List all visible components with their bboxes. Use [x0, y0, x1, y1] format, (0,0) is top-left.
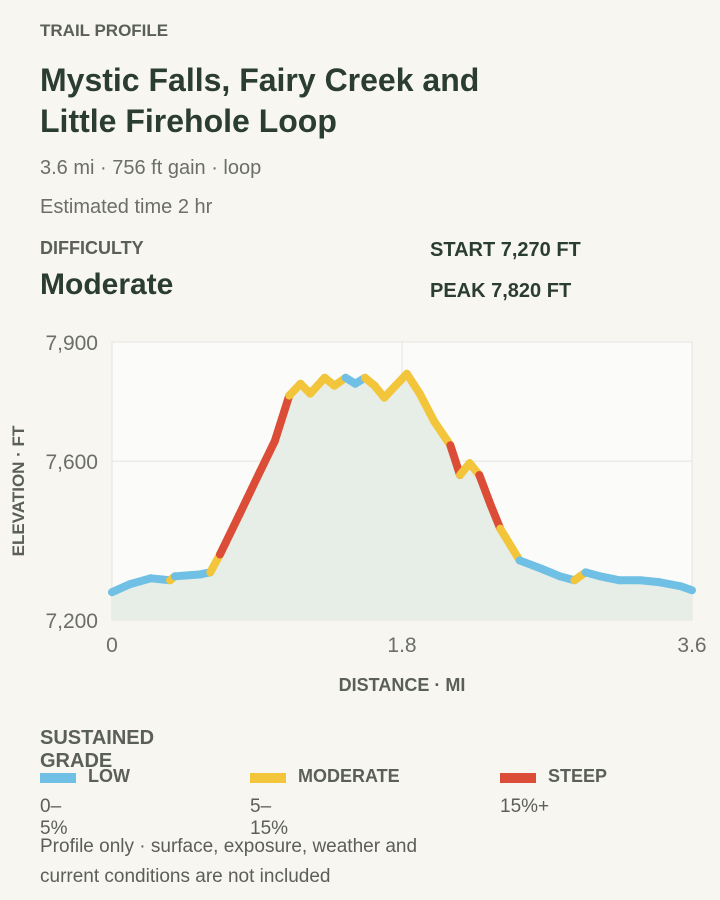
elevation-area [112, 373, 692, 620]
difficulty-label: DIFFICULTY [40, 238, 144, 258]
grade-segment [496, 524, 524, 565]
y-tick-label: 7,900 [45, 332, 98, 355]
legend-range: 5–15% [250, 796, 289, 839]
grade-segment [215, 510, 244, 559]
x-tick-label: 1.8 [387, 634, 416, 657]
legend-name: MODERATE [298, 766, 400, 786]
trail-title: Mystic Falls, Fairy Creek and Little Fir… [40, 62, 480, 139]
legend-swatch [250, 773, 286, 783]
start-stat: START 7,270 FT [430, 239, 581, 261]
legend-title: SUSTAINED GRADE [40, 727, 155, 772]
legend-swatch [500, 773, 536, 783]
footnote: Profile only · surface, exposure, weathe… [40, 836, 418, 887]
grade-segment [446, 441, 464, 480]
x-axis-label: DISTANCE · MI [339, 675, 466, 695]
peak-stat: PEAK 7,820 FT [430, 280, 572, 302]
y-tick-label: 7,600 [45, 451, 98, 474]
legend-name: STEEP [548, 766, 608, 786]
x-tick-label: 0 [106, 634, 118, 657]
elevation-chart: 7,200 7,600 7,900 0 1.8 3.6 DISTANCE · MI ELEVA… [9, 332, 707, 695]
grade-segment [430, 417, 455, 450]
eyebrow: TRAIL PROFILE [40, 21, 169, 40]
grade-segment [415, 389, 439, 426]
grade-segment [676, 582, 696, 595]
legend-range: 15%+ [500, 796, 550, 817]
legend-name: LOW [88, 766, 130, 786]
time: Estimated time 2 hr [40, 196, 213, 218]
grade-segment [270, 391, 294, 446]
y-tick-label: 7,200 [45, 610, 98, 633]
grade-segment [486, 500, 505, 533]
y-axis-label: ELEVATION · FT [9, 425, 28, 556]
difficulty-value: Moderate [40, 268, 174, 301]
grade-segment [256, 437, 279, 476]
legend-swatch [40, 773, 76, 783]
grade-segment [235, 467, 265, 519]
legend-range: 0–5% [40, 796, 68, 839]
x-tick-label: 3.6 [677, 634, 706, 657]
summary: 3.6 mi · 756 ft gain · loop [40, 157, 262, 179]
grade-segment [475, 471, 495, 509]
grade-segment [170, 570, 205, 581]
